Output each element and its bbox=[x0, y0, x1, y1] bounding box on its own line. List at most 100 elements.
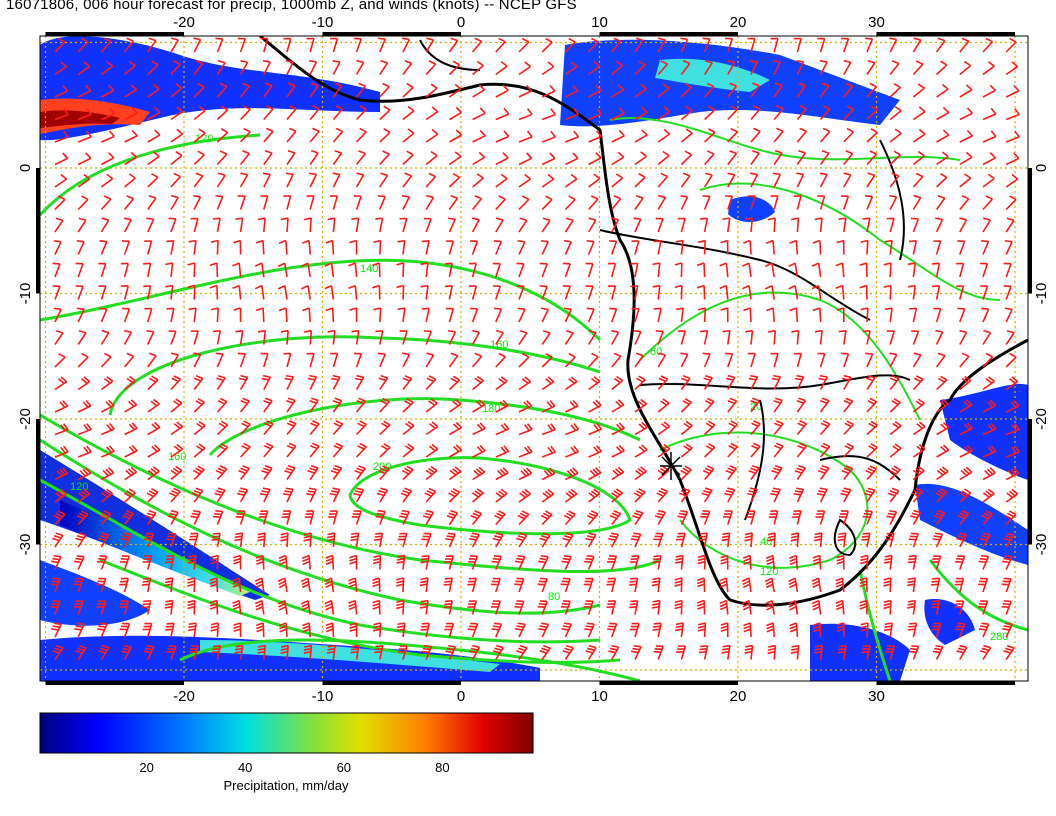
wind-barb bbox=[278, 239, 288, 255]
wind-barb bbox=[142, 622, 153, 638]
wind-barb bbox=[608, 644, 620, 660]
wind-barb bbox=[448, 398, 462, 413]
wind-barb bbox=[166, 645, 177, 660]
wind-barb bbox=[978, 577, 989, 593]
wind-barb bbox=[697, 622, 707, 638]
wind-barb bbox=[260, 195, 269, 210]
wind-barb bbox=[425, 106, 439, 121]
wind-barb bbox=[933, 240, 942, 255]
frame-bar-top bbox=[45, 32, 184, 36]
wind-barb bbox=[697, 239, 707, 255]
wind-barb bbox=[560, 577, 571, 593]
wind-barb bbox=[1005, 37, 1017, 53]
wind-barb bbox=[859, 262, 868, 278]
wind-barb bbox=[77, 352, 89, 368]
wind-barb bbox=[954, 577, 965, 593]
wind-barb bbox=[332, 420, 344, 436]
wind-barb bbox=[674, 554, 684, 570]
wind-barb bbox=[216, 82, 228, 98]
precip-south-band-core bbox=[200, 640, 500, 672]
contour-label: 60 bbox=[650, 346, 662, 358]
wind-barb bbox=[588, 445, 603, 458]
wind-barb bbox=[889, 105, 902, 121]
wind-barb bbox=[372, 577, 381, 593]
lat-tick-label-left: -30 bbox=[17, 534, 34, 556]
wind-barb bbox=[564, 376, 578, 391]
wind-barb bbox=[444, 262, 453, 278]
wind-barb bbox=[840, 487, 852, 503]
wind-barb bbox=[372, 599, 381, 615]
wind-barb bbox=[280, 532, 289, 548]
wind-barb bbox=[541, 217, 551, 233]
wind-barb bbox=[301, 239, 311, 255]
lon-tick-label-top: 0 bbox=[457, 14, 465, 31]
wind-barb bbox=[238, 374, 249, 390]
wind-barb bbox=[144, 307, 153, 323]
wind-barb bbox=[147, 60, 159, 76]
lon-tick-label-bottom: 10 bbox=[591, 688, 608, 705]
wind-barb bbox=[611, 173, 624, 188]
wind-barb bbox=[54, 445, 69, 458]
wind-barb bbox=[215, 352, 224, 368]
wind-barb bbox=[700, 510, 711, 525]
wind-barb bbox=[261, 464, 273, 480]
height-contour bbox=[40, 413, 661, 574]
wind-barb bbox=[747, 352, 756, 368]
wind-barb bbox=[859, 284, 868, 300]
wind-barb bbox=[859, 599, 868, 615]
wind-barb bbox=[141, 599, 152, 615]
wind-barb bbox=[957, 307, 966, 323]
frame-bar-bottom bbox=[599, 681, 738, 685]
lat-tick-label-right: -10 bbox=[1033, 283, 1050, 305]
wind-barb bbox=[1005, 352, 1017, 368]
wind-barb bbox=[563, 510, 576, 526]
wind-barb bbox=[472, 444, 486, 458]
wind-barb bbox=[120, 285, 130, 300]
wind-barb bbox=[240, 127, 251, 143]
wind-barb bbox=[421, 307, 430, 323]
wind-barb bbox=[742, 577, 752, 593]
wind-barb bbox=[472, 84, 486, 98]
wind-barb bbox=[256, 622, 265, 638]
wind-barb bbox=[425, 443, 439, 458]
wind-barb bbox=[812, 622, 822, 638]
wind-barb bbox=[491, 555, 502, 570]
wind-barb bbox=[285, 59, 294, 75]
wind-barb bbox=[378, 374, 389, 390]
wind-barb bbox=[811, 599, 822, 615]
wind-barb bbox=[696, 262, 706, 278]
wind-barb bbox=[793, 487, 805, 503]
wind-barb bbox=[77, 130, 92, 143]
wind-barb bbox=[211, 645, 222, 660]
wind-barb bbox=[193, 465, 205, 481]
wind-barb bbox=[884, 239, 893, 255]
wind-barb bbox=[215, 37, 224, 53]
wind-barb bbox=[541, 152, 556, 166]
wind-barb bbox=[911, 487, 924, 503]
wind-barb bbox=[193, 150, 205, 166]
wind-barb bbox=[448, 37, 459, 53]
wind-barb bbox=[791, 329, 800, 345]
wind-barb bbox=[978, 555, 990, 570]
wind-barb bbox=[240, 442, 251, 458]
wind-barb bbox=[443, 599, 453, 615]
wind-barb bbox=[301, 577, 311, 593]
lat-tick-label-right: -20 bbox=[1033, 408, 1050, 430]
wind-barb bbox=[674, 284, 683, 300]
wind-barb bbox=[696, 577, 706, 593]
wind-barb bbox=[372, 284, 381, 300]
wind-barb bbox=[402, 420, 415, 436]
wind-barb bbox=[379, 397, 390, 413]
wind-barb bbox=[495, 352, 506, 368]
wind-barb bbox=[258, 510, 269, 525]
contour-label: 140 bbox=[360, 263, 378, 275]
wind-barb bbox=[332, 105, 344, 121]
wind-barb bbox=[54, 400, 69, 413]
station-marker bbox=[660, 452, 682, 480]
frame-bar-top bbox=[322, 32, 461, 36]
wind-barb bbox=[349, 307, 358, 323]
wind-barb bbox=[843, 59, 852, 75]
wind-barb bbox=[866, 443, 878, 458]
wind-barb bbox=[652, 262, 661, 278]
wind-barb bbox=[517, 510, 530, 526]
